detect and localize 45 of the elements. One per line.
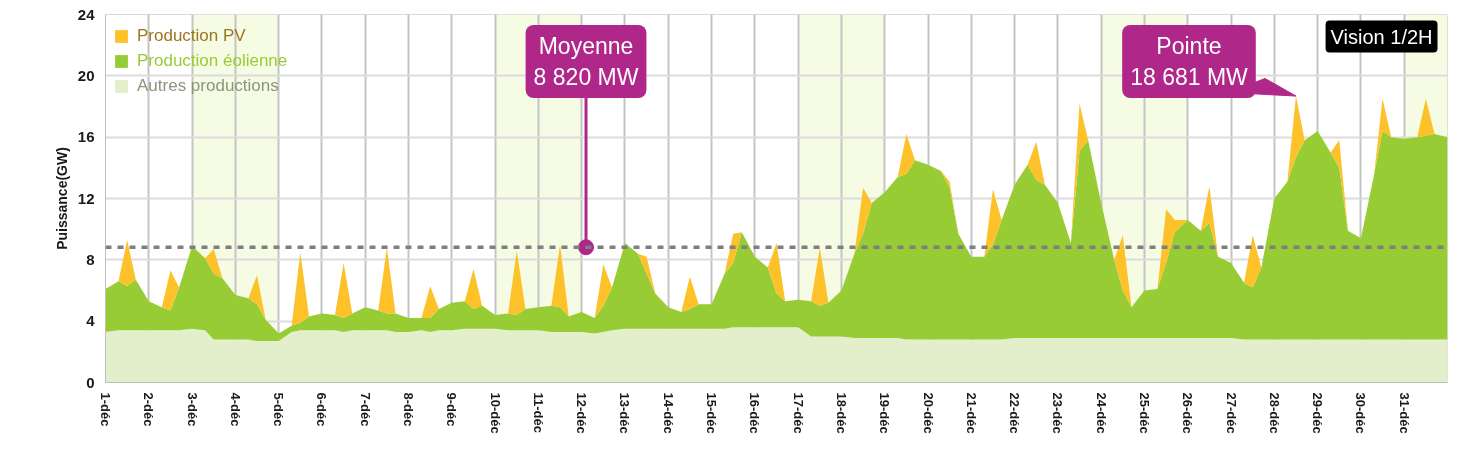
x-tick-label: 25-déc xyxy=(1136,392,1152,434)
x-tick-label: 22-déc xyxy=(1007,392,1023,434)
x-tick-label: 19-déc xyxy=(877,392,893,434)
x-tick-label: 26-déc xyxy=(1180,392,1196,434)
x-tick-label: 1-déc xyxy=(98,392,113,427)
x-tick-label: 20-déc xyxy=(920,392,936,434)
x-tick-label: 31-déc xyxy=(1396,392,1412,434)
annotation: Moyenne 8 820 MW xyxy=(533,32,639,91)
y-tick-label: 0 xyxy=(86,373,95,391)
x-tick-label: 17-déc xyxy=(790,392,806,434)
x-tick-label: 15-déc xyxy=(704,392,720,434)
x-tick-label: 3-déc xyxy=(184,392,200,427)
x-tick-label: 6-déc xyxy=(314,392,330,427)
y-tick-label: 20 xyxy=(77,66,95,84)
annotation: Pointe 18 681 MW xyxy=(1130,32,1249,91)
y-tick-label: 16 xyxy=(77,128,95,146)
x-tick-label: 4-déc xyxy=(227,392,243,427)
x-tick-label: 8-déc xyxy=(401,392,417,427)
x-tick-label: 16-déc xyxy=(747,392,763,434)
y-tick-label: 24 xyxy=(77,5,96,23)
x-tick-label: 12-déc xyxy=(574,392,590,434)
x-tick-label: 9-déc xyxy=(444,392,460,427)
x-tick-label: 13-déc xyxy=(617,392,633,434)
x-tick-label: 21-déc xyxy=(963,392,979,434)
x-tick-label: 10-déc xyxy=(487,392,503,434)
legend-label: Production PV xyxy=(137,25,246,47)
x-tick-label: 28-déc xyxy=(1266,392,1282,434)
legend-label: Autres productions xyxy=(137,75,279,97)
x-tick-label: 5-déc xyxy=(271,392,287,427)
x-tick-label: 2-déc xyxy=(141,392,157,427)
x-tick-label: 18-déc xyxy=(833,392,849,434)
x-tick-label: 30-déc xyxy=(1353,392,1369,434)
legend-label: Production éolienne xyxy=(137,50,288,72)
x-tick-label: 29-déc xyxy=(1310,392,1326,434)
x-tick-label: 14-déc xyxy=(660,392,676,434)
x-tick-label: 23-déc xyxy=(1050,392,1066,434)
y-tick-label: 8 xyxy=(86,250,95,268)
x-tick-label: 27-déc xyxy=(1223,392,1239,434)
annotation: Vision 1/2H xyxy=(1330,25,1433,48)
y-tick-label: 4 xyxy=(86,312,96,330)
x-tick-label: 7-déc xyxy=(357,392,373,427)
y-tick-label: 12 xyxy=(77,189,95,207)
x-tick-label: 11-déc xyxy=(530,392,546,433)
y-axis-title: Puissance(GW) xyxy=(53,147,70,250)
x-tick-label: 24-déc xyxy=(1093,392,1109,434)
